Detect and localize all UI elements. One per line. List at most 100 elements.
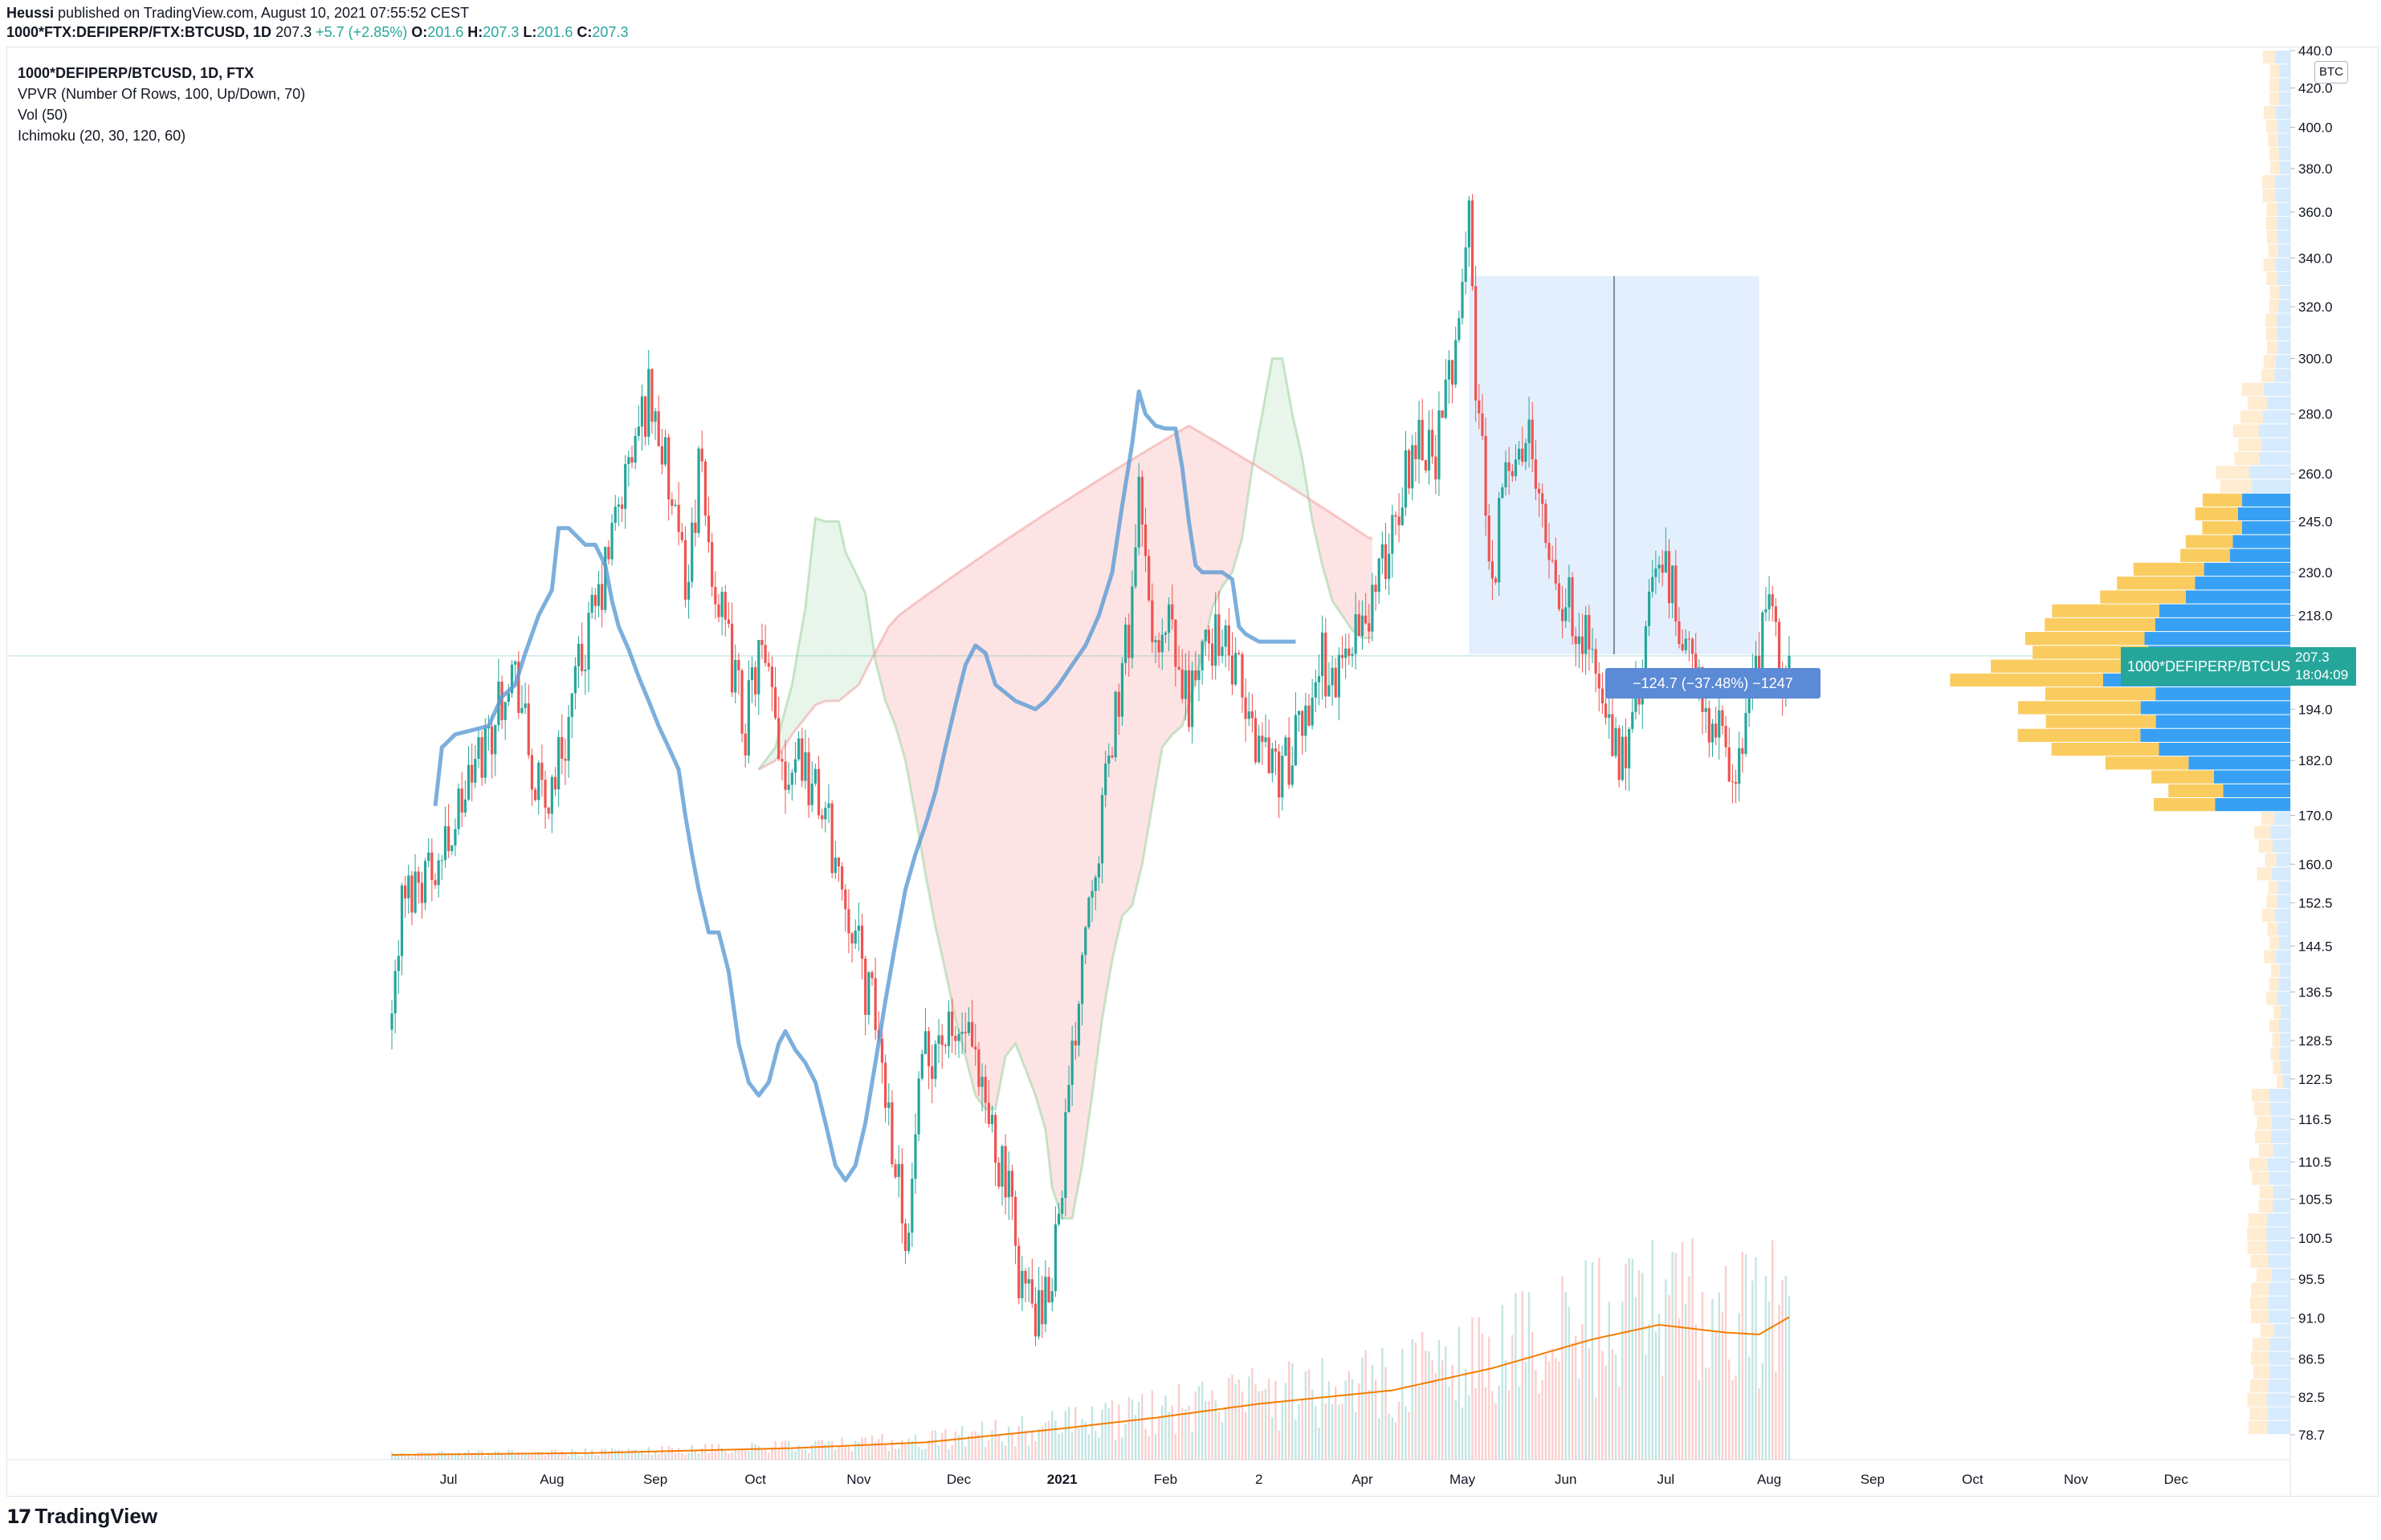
volume-bar (1241, 1391, 1244, 1460)
candle-body (1044, 1277, 1047, 1325)
candle-body (844, 889, 847, 910)
candle-body (1160, 634, 1164, 653)
volume-bar (1237, 1379, 1240, 1460)
price-tick-label: 340.0 (2298, 251, 2333, 266)
candle-body (467, 764, 471, 800)
volume-bar (1445, 1346, 1447, 1460)
volume-bar (1001, 1441, 1004, 1460)
ichimoku-cloud-segment (842, 536, 846, 699)
author-name[interactable]: Heussi (6, 5, 55, 21)
ichimoku-cloud-segment (1058, 503, 1062, 1219)
candle-body (683, 540, 687, 600)
candle-body (1324, 632, 1327, 697)
vpvr-down-bar (2267, 923, 2278, 936)
volume-bar (1651, 1240, 1653, 1460)
volume-bar (921, 1449, 923, 1460)
ichimoku-cloud-segment (972, 560, 976, 1096)
candle-body (1591, 649, 1594, 650)
close-value: 207.3 (592, 24, 629, 40)
candle-body (1754, 655, 1758, 678)
ichimoku-cloud-segment (998, 542, 1002, 1091)
volume-bar (1431, 1359, 1433, 1460)
volume-bar (414, 1454, 417, 1460)
volume-bar (1038, 1428, 1040, 1460)
candle-body (1684, 638, 1687, 650)
volume-bar (427, 1452, 430, 1460)
legend-vol[interactable]: Vol (50) (18, 107, 68, 123)
volume-bar (1575, 1335, 1577, 1460)
volume-bar (1488, 1336, 1490, 1460)
publish-header: Heussi published on TradingView.com, Aug… (6, 5, 469, 22)
candle-body (1347, 648, 1351, 656)
vpvr-down-bar (2248, 1213, 2268, 1227)
candle-body (1478, 400, 1481, 414)
candle-body (1631, 711, 1634, 729)
ichimoku-cloud-segment (915, 601, 919, 835)
volume-bar (1124, 1424, 1127, 1460)
price-tick-label: 400.0 (2298, 120, 2333, 135)
candle-body (660, 446, 663, 465)
vpvr-up-bar (2277, 271, 2290, 286)
volume-bar (1141, 1394, 1144, 1460)
vpvr-up-bar (2272, 1269, 2290, 1282)
volume-bar (1335, 1386, 1337, 1460)
volume-bar (1064, 1411, 1067, 1460)
candle-body (1450, 360, 1454, 385)
ichimoku-cloud-segment (1155, 443, 1160, 786)
candle-body (1081, 955, 1084, 1004)
volume-bar (928, 1440, 930, 1460)
ichimoku-cloud-segment (798, 626, 802, 727)
volume-bar (634, 1448, 637, 1460)
volume-bar (511, 1450, 513, 1460)
vpvr-down-bar (2261, 369, 2275, 382)
ichimoku-cloud-segment (862, 586, 866, 678)
vpvr-up-bar (2268, 1407, 2290, 1420)
vpvr-up-bar (2273, 839, 2290, 853)
close-label: C: (577, 24, 593, 40)
vpvr-down-bar (2265, 853, 2277, 867)
candle-body (1504, 462, 1507, 487)
volume-bar (1004, 1445, 1007, 1460)
vpvr-down-bar (2255, 1130, 2271, 1143)
currency-badge[interactable]: BTC (2314, 61, 2348, 84)
time-tick-label: Jul (440, 1472, 458, 1487)
time-tick-label: Feb (1154, 1472, 1177, 1487)
volume-bar (1047, 1420, 1050, 1460)
vpvr-up-bar (2277, 244, 2290, 258)
legend-title[interactable]: 1000*DEFIPERP/BTCUSD, 1D, FTX (18, 65, 255, 81)
candle-body (1624, 736, 1628, 768)
volume-bar (467, 1450, 470, 1460)
candle-body (1104, 764, 1107, 796)
volume-bar (941, 1433, 944, 1460)
volume-bar (1594, 1397, 1597, 1460)
vpvr-down-bar (2216, 466, 2250, 479)
tradingview-logo[interactable]: 17 TradingView (6, 1504, 157, 1529)
volume-bar (1535, 1369, 1537, 1460)
volume-bar (1051, 1411, 1054, 1460)
legend-vpvr[interactable]: VPVR (Number Of Rows, 100, Up/Down, 70) (18, 86, 306, 102)
vpvr-down-bar (2269, 78, 2279, 92)
vpvr-down-bar (1950, 673, 2104, 687)
vpvr-down-bar (2266, 271, 2277, 286)
legend-ichimoku[interactable]: Ichimoku (20, 30, 120, 60) (18, 128, 186, 144)
candle-body (1490, 561, 1494, 579)
ichimoku-cloud-segment (829, 521, 833, 702)
candle-body (897, 1163, 900, 1177)
candle-body (1024, 1270, 1027, 1284)
high-value: 207.3 (483, 24, 520, 40)
candle-body (850, 933, 854, 944)
vpvr-down-bar (2045, 617, 2155, 632)
vpvr-up-bar (2237, 507, 2290, 521)
candle-body (1667, 551, 1671, 604)
ichimoku-cloud-segment (1356, 529, 1360, 636)
candle-body (1278, 752, 1281, 798)
ichimoku-cloud-segment (992, 547, 996, 1110)
candle-body (1254, 718, 1258, 763)
candle-body (1681, 644, 1684, 650)
volume-bar (827, 1440, 830, 1460)
volume-bar (650, 1455, 654, 1460)
candle-body (834, 858, 837, 874)
candle-body (1314, 682, 1317, 698)
candle-body (1444, 379, 1447, 418)
